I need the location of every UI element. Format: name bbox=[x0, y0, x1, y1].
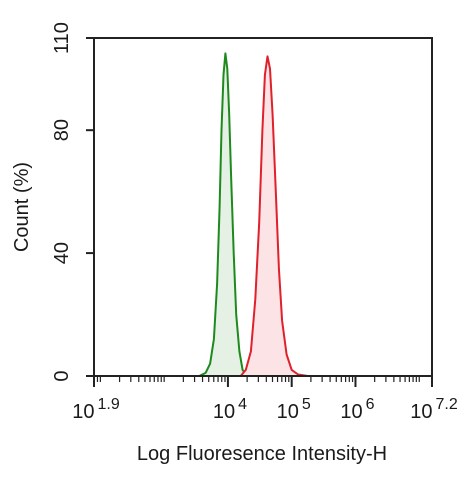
y-tick-label: 80 bbox=[51, 119, 73, 141]
y-axis-title: Count (%) bbox=[11, 162, 33, 252]
series-layer bbox=[198, 52, 308, 377]
plot-frame bbox=[93, 37, 433, 377]
y-axis: 0 40 80 110 bbox=[51, 22, 94, 382]
y-tick-label: 110 bbox=[51, 22, 73, 54]
x-tick-label: 10 6 bbox=[340, 396, 374, 423]
x-tick-label: 10 7.2 bbox=[410, 396, 458, 423]
series-1-line bbox=[239, 55, 308, 377]
y-tick-label: 40 bbox=[51, 242, 73, 264]
y-tick-label: 0 bbox=[51, 370, 73, 381]
x-axis-title: Log Fluoresence Intensity-H bbox=[137, 443, 387, 465]
x-tick-label: 10 5 bbox=[277, 396, 311, 423]
x-tick-label: 10 1.9 bbox=[72, 396, 120, 423]
series-1-fill bbox=[240, 56, 308, 377]
x-tick-label: 10 4 bbox=[213, 396, 247, 423]
x-axis: 10 1.9 10 4 10 5 10 6 10 7.2 bbox=[72, 376, 458, 423]
series-0-line bbox=[198, 52, 248, 377]
